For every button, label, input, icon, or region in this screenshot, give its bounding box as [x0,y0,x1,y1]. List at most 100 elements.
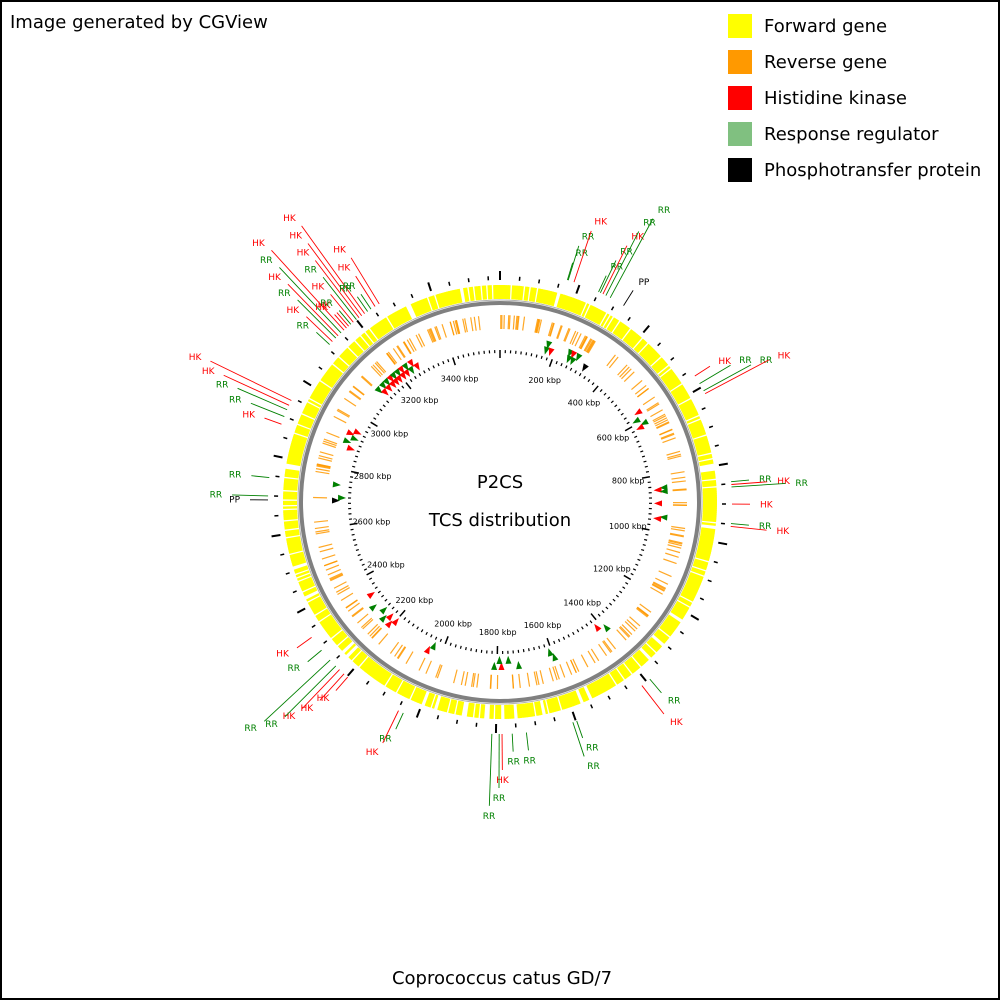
callout-label: HK [315,303,329,313]
reverse-gene-mark [564,328,571,342]
callout-line [525,732,529,751]
reverse-gene-mark [361,375,373,386]
scale-tick [610,400,614,404]
scale-tick [605,606,609,610]
forward-gene-mark [291,558,306,565]
forward-gene-mark [654,361,668,373]
callout-line [307,243,363,317]
forward-gene-mark [568,692,576,707]
hk-marker [653,516,662,523]
forward-gene-mark [558,695,565,710]
forward-gene-mark [283,516,298,521]
reverse-gene-mark [315,468,330,472]
callout-label: RR [320,299,333,309]
outer-tick [571,711,577,721]
forward-gene-mark [300,581,315,590]
forward-gene-mark [424,297,432,312]
scale-tick [644,465,648,468]
scale-tick [527,648,530,652]
forward-gene-mark [308,597,323,607]
callout-line [296,637,312,649]
callout-line [322,277,357,320]
scale-label: 2000 kbp [434,619,472,628]
scale-tick [407,620,411,624]
reverse-gene-mark [352,386,365,396]
reverse-gene-mark [650,409,663,418]
forward-gene-mark [317,382,331,393]
reverse-gene-mark [389,641,400,654]
reverse-gene-mark [586,340,596,354]
reverse-gene-mark [671,525,686,530]
forward-gene-mark [558,294,565,309]
forward-gene-mark [662,621,676,633]
scale-tick [457,355,460,360]
reverse-gene-mark [666,450,681,456]
forward-gene-mark [307,596,322,605]
forward-gene-mark [660,368,673,380]
forward-gene-mark [683,586,698,595]
forward-gene-mark [673,605,687,615]
scale-tick [603,392,607,396]
scale-tick [640,450,644,453]
rr-marker [659,514,668,521]
forward-gene-mark [355,338,367,351]
outer-tick [610,306,615,311]
forward-gene-mark [289,551,304,558]
scale-tick [624,426,633,432]
scale-tick [432,365,435,369]
forward-gene-mark [284,522,299,526]
forward-gene-mark [476,286,480,301]
scale-label: 3400 kbp [441,374,479,383]
reverse-gene-mark [396,345,405,359]
forward-gene-mark [298,576,313,585]
forward-gene-mark [390,313,400,327]
forward-gene-mark [302,410,316,419]
reverse-gene-mark [574,333,582,347]
forward-gene-mark [549,291,556,306]
reverse-gene-mark [549,322,555,337]
scale-tick [553,640,556,645]
callout-line [649,678,662,694]
forward-gene-mark [686,416,701,424]
forward-gene-mark [578,688,586,703]
forward-gene-mark [612,669,623,683]
forward-gene-mark [566,692,574,707]
reverse-gene-mark [556,325,563,340]
scale-tick [360,440,364,443]
scale-tick [454,644,457,648]
forward-gene-mark [283,514,298,519]
forward-gene-mark [311,392,325,402]
outer-tick [280,553,285,556]
forward-gene-mark [626,332,638,345]
scale-tick [540,355,543,360]
scale-tick [637,558,641,562]
callout-label: HK [276,650,290,660]
scale-tick [414,375,417,380]
forward-gene-mark [507,704,511,719]
forward-gene-mark [681,589,696,599]
rr-marker [378,381,387,389]
scale-tick [357,553,361,557]
forward-gene-mark [489,704,493,719]
rr-marker [393,368,402,377]
reverse-gene-mark [522,316,526,331]
forward-gene-mark [697,548,712,554]
forward-gene-mark [290,442,305,449]
forward-gene-mark [323,373,337,384]
forward-gene-mark [304,405,319,415]
forward-gene-mark [388,676,399,690]
callout-line [336,312,349,327]
forward-gene-mark [355,653,367,666]
forward-gene-mark [339,638,352,650]
forward-gene-mark [539,289,545,304]
reverse-gene-mark [608,356,619,369]
forward-gene-mark [587,683,597,698]
forward-gene-mark [385,674,395,688]
forward-gene-mark [369,326,381,340]
callout-label: RR [339,284,352,294]
forward-gene-mark [392,678,402,692]
scale-tick [367,426,371,429]
forward-gene-mark [681,405,696,415]
callout-line [263,659,331,722]
